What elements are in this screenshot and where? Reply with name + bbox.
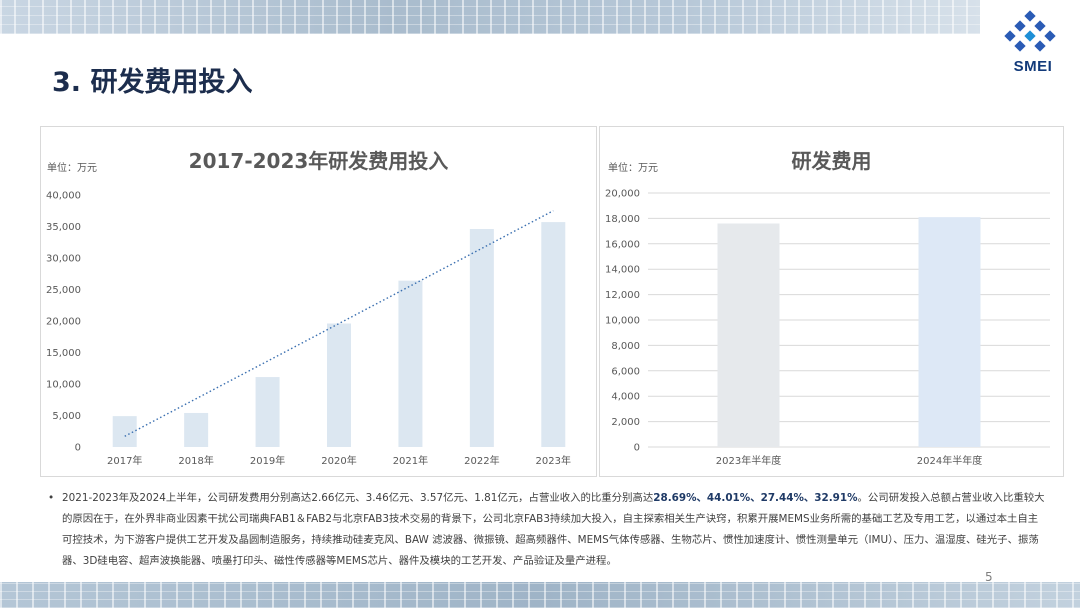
y-tick-label: 6,000 — [611, 366, 640, 377]
chart-plot-area: 0 2,000 4,000 6,000 8,000 10,000 12,000 14,000 1… — [605, 189, 1050, 467]
y-tick-label: 30,000 — [46, 254, 81, 265]
description-paragraph: • 2021-2023年及2024上半年，公司研发费用分别高达2.66亿元、3.… — [48, 488, 1048, 572]
rd-expense-2017-2023-chart: 2017-2023年研发费用投入 单位：万元 0 5,000 10,000 15,00… — [40, 126, 597, 477]
y-tick-label: 25,000 — [46, 285, 81, 296]
x-tick-label: 2023年 — [536, 454, 571, 467]
y-tick-label: 0 — [634, 443, 640, 454]
y-tick-label: 35,000 — [46, 222, 81, 233]
footer-decoration-band — [0, 582, 1080, 608]
x-tick-label: 2017年 — [107, 454, 142, 467]
header-decoration-band — [0, 0, 980, 34]
y-tick-label: 10,000 — [46, 380, 81, 391]
y-tick-label: 15,000 — [46, 348, 81, 359]
y-tick-label: 16,000 — [605, 239, 640, 250]
rd-expense-half-year-chart: 研发费用 单位：万元 0 2,000 4,000 6,000 8,000 10,000 12… — [599, 126, 1064, 477]
y-tick-label: 0 — [75, 443, 81, 454]
chart-title: 研发费用 — [791, 149, 872, 173]
y-tick-label: 40,000 — [46, 191, 81, 202]
logo-text: SMEI — [1013, 58, 1053, 75]
bar-2018年 — [184, 412, 209, 447]
unit-label: 单位：万元 — [47, 163, 97, 174]
y-tick-label: 8,000 — [611, 341, 640, 352]
y-tick-label: 5,000 — [52, 411, 81, 422]
bullet-icon: • — [48, 492, 55, 504]
page-title: 3. 研发费用投入 — [52, 67, 253, 98]
bar-2020年 — [327, 323, 351, 447]
bar-2024年半年度 — [918, 217, 981, 447]
y-tick-label: 14,000 — [605, 265, 640, 276]
x-tick-label: 2018年 — [178, 454, 213, 467]
unit-label: 单位：万元 — [608, 163, 658, 174]
y-tick-label: 20,000 — [46, 317, 81, 328]
bar-2021年 — [398, 280, 423, 447]
x-tick-label: 2020年 — [321, 454, 356, 467]
bar-2019年 — [255, 377, 280, 447]
bar-2017年 — [112, 416, 137, 447]
description-text: 2021-2023年及2024上半年，公司研发费用分别高达2.66亿元、3.46… — [62, 488, 1048, 572]
bar-2023年半年度 — [717, 223, 780, 447]
x-tick-label: 2022年 — [464, 454, 499, 467]
description-highlight: 28.69%、44.01%、27.44%、32.91% — [653, 492, 858, 504]
y-tick-label: 10,000 — [605, 316, 640, 327]
y-tick-label: 2,000 — [611, 417, 640, 428]
x-tick-label: 2023年半年度 — [716, 454, 781, 467]
page-number: 5 — [985, 570, 993, 584]
x-tick-label: 2019年 — [250, 454, 285, 467]
y-tick-label: 20,000 — [605, 189, 640, 200]
y-tick-label: 4,000 — [611, 392, 640, 403]
description-part1: 2021-2023年及2024上半年，公司研发费用分别高达2.66亿元、3.46… — [62, 492, 654, 504]
bar-2023年 — [541, 222, 566, 447]
description-part2: 。公司研发投入总额占营业收入比重较大的原因在于，在外界非商业因素干扰公司瑞典FA… — [62, 492, 1045, 567]
x-tick-label: 2024年半年度 — [917, 454, 982, 467]
y-tick-label: 12,000 — [605, 290, 640, 301]
chart-plot-area: 0 5,000 10,000 15,000 20,000 25,000 30,000 35,0… — [46, 191, 571, 468]
trend-line — [124, 210, 554, 437]
chart-title: 2017-2023年研发费用投入 — [188, 149, 449, 173]
x-tick-label: 2021年 — [393, 454, 428, 467]
bar-2022年 — [469, 229, 494, 447]
company-logo-icon — [1004, 10, 1056, 52]
y-tick-label: 18,000 — [605, 214, 640, 225]
